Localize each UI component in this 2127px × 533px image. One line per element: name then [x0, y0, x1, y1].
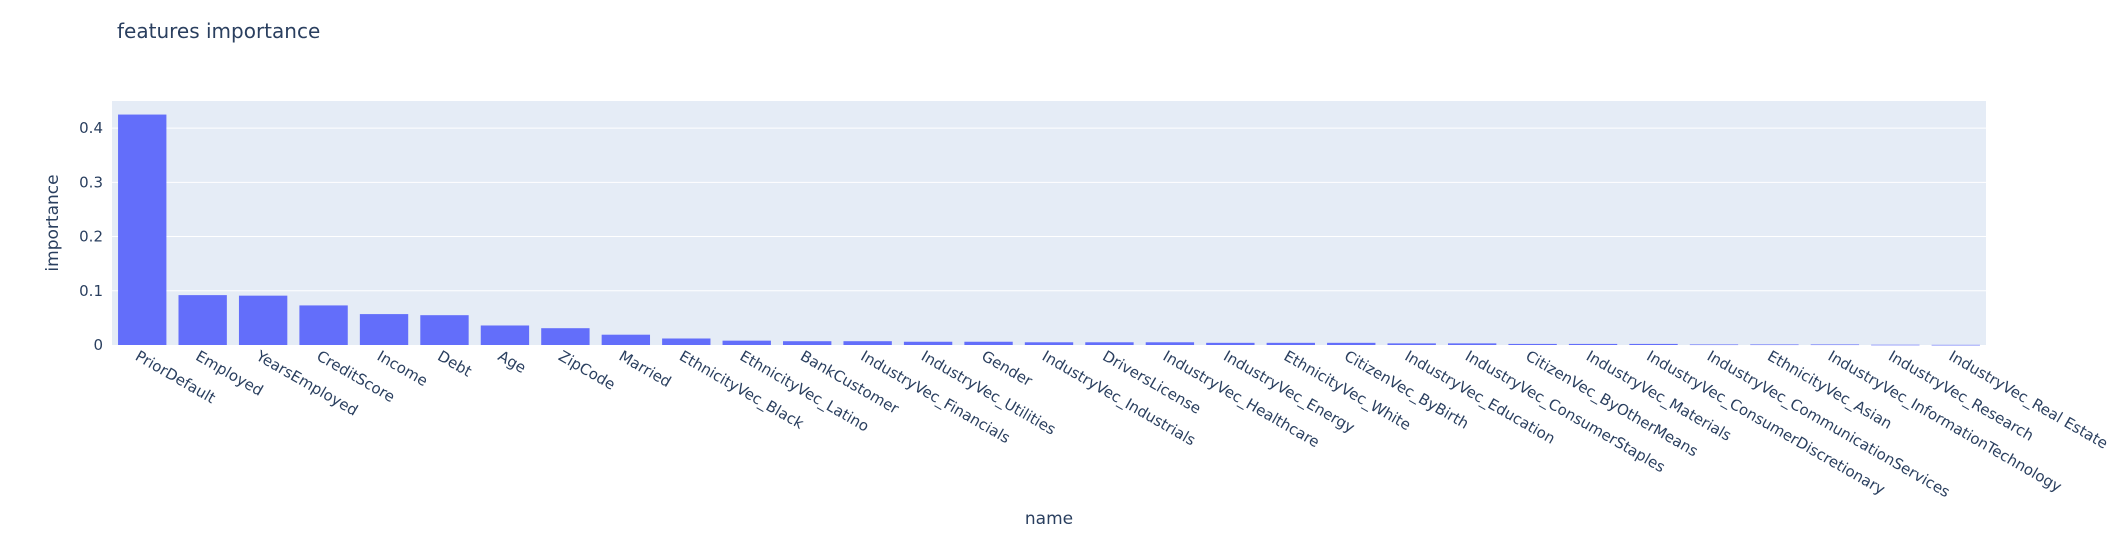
bar[interactable] — [420, 315, 469, 345]
bar[interactable] — [1508, 343, 1557, 345]
bar[interactable] — [178, 295, 227, 345]
bar[interactable] — [1085, 342, 1134, 345]
x-tick-label: Age — [495, 347, 529, 377]
bar[interactable] — [1931, 344, 1980, 346]
x-axis-title: name — [1025, 509, 1073, 529]
x-tick-label: YearsEmployed — [252, 346, 361, 419]
y-tick-labels: 0 0.1 0.2 0.3 0.4 — [79, 119, 103, 354]
bar[interactable] — [1810, 344, 1860, 346]
bars — [118, 114, 1980, 346]
x-tick-label: Debt — [434, 347, 474, 381]
bar[interactable] — [964, 341, 1013, 345]
bar[interactable] — [1327, 342, 1376, 345]
bar[interactable] — [1145, 342, 1195, 345]
bar[interactable] — [359, 314, 409, 345]
x-tick-label: ZipCode — [555, 347, 618, 394]
bar[interactable] — [722, 340, 771, 345]
x-tick-label: Married — [616, 347, 674, 391]
bar[interactable] — [1871, 344, 1920, 346]
y-tick-label: 0 — [93, 336, 103, 354]
bar[interactable] — [118, 114, 167, 345]
y-tick-label: 0.1 — [79, 282, 103, 300]
bar[interactable] — [1266, 342, 1315, 345]
grid-lines — [112, 127, 1986, 292]
y-tick-label: 0.4 — [79, 119, 103, 137]
bar[interactable] — [1568, 343, 1618, 345]
bar[interactable] — [843, 341, 892, 345]
y-axis-title: importance — [43, 174, 63, 271]
bar[interactable] — [541, 328, 590, 345]
y-tick-label: 0.2 — [79, 228, 103, 246]
x-tick-labels: PriorDefaultEmployedYearsEmployedCreditS… — [132, 346, 2111, 502]
bar[interactable] — [1689, 344, 1739, 346]
plot-area — [112, 101, 1986, 345]
bar[interactable] — [480, 325, 530, 345]
bar[interactable] — [662, 338, 711, 345]
bar[interactable] — [1024, 342, 1074, 345]
bar[interactable] — [903, 341, 953, 345]
bar[interactable] — [299, 305, 348, 345]
y-tick-label: 0.3 — [79, 173, 103, 191]
bar[interactable] — [1629, 343, 1678, 345]
bar[interactable] — [1750, 344, 1799, 346]
bar[interactable] — [1387, 343, 1436, 345]
bar[interactable] — [1206, 342, 1255, 345]
chart-title: features importance — [117, 19, 321, 43]
bar[interactable] — [1447, 343, 1497, 345]
bar[interactable] — [238, 295, 288, 345]
bar[interactable] — [783, 341, 832, 345]
bar[interactable] — [601, 334, 651, 345]
